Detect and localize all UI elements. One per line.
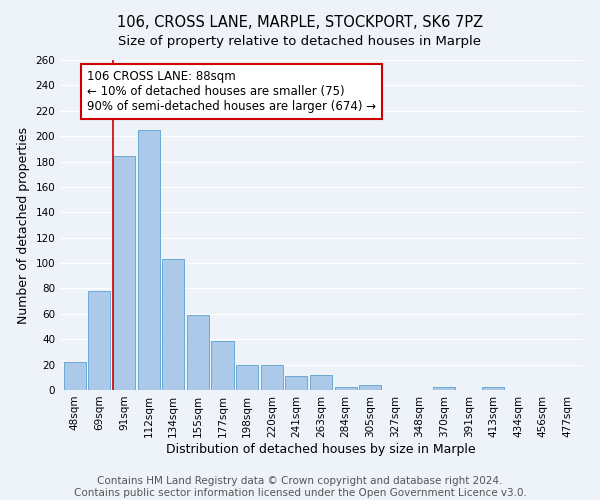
Text: Contains HM Land Registry data © Crown copyright and database right 2024.
Contai: Contains HM Land Registry data © Crown c… — [74, 476, 526, 498]
Bar — [359, 385, 382, 390]
Bar — [187, 315, 209, 390]
X-axis label: Distribution of detached houses by size in Marple: Distribution of detached houses by size … — [166, 442, 476, 456]
Text: 106, CROSS LANE, MARPLE, STOCKPORT, SK6 7PZ: 106, CROSS LANE, MARPLE, STOCKPORT, SK6 … — [117, 15, 483, 30]
Bar — [137, 130, 160, 390]
Bar — [88, 291, 110, 390]
Bar — [310, 375, 332, 390]
Bar — [433, 388, 455, 390]
Bar — [335, 388, 357, 390]
Bar — [236, 364, 258, 390]
Y-axis label: Number of detached properties: Number of detached properties — [17, 126, 30, 324]
Text: 106 CROSS LANE: 88sqm
← 10% of detached houses are smaller (75)
90% of semi-deta: 106 CROSS LANE: 88sqm ← 10% of detached … — [87, 70, 376, 113]
Bar — [285, 376, 307, 390]
Bar — [260, 364, 283, 390]
Bar — [211, 340, 233, 390]
Bar — [482, 388, 505, 390]
Bar — [64, 362, 86, 390]
Bar — [162, 260, 184, 390]
Text: Size of property relative to detached houses in Marple: Size of property relative to detached ho… — [119, 35, 482, 48]
Bar — [113, 156, 135, 390]
